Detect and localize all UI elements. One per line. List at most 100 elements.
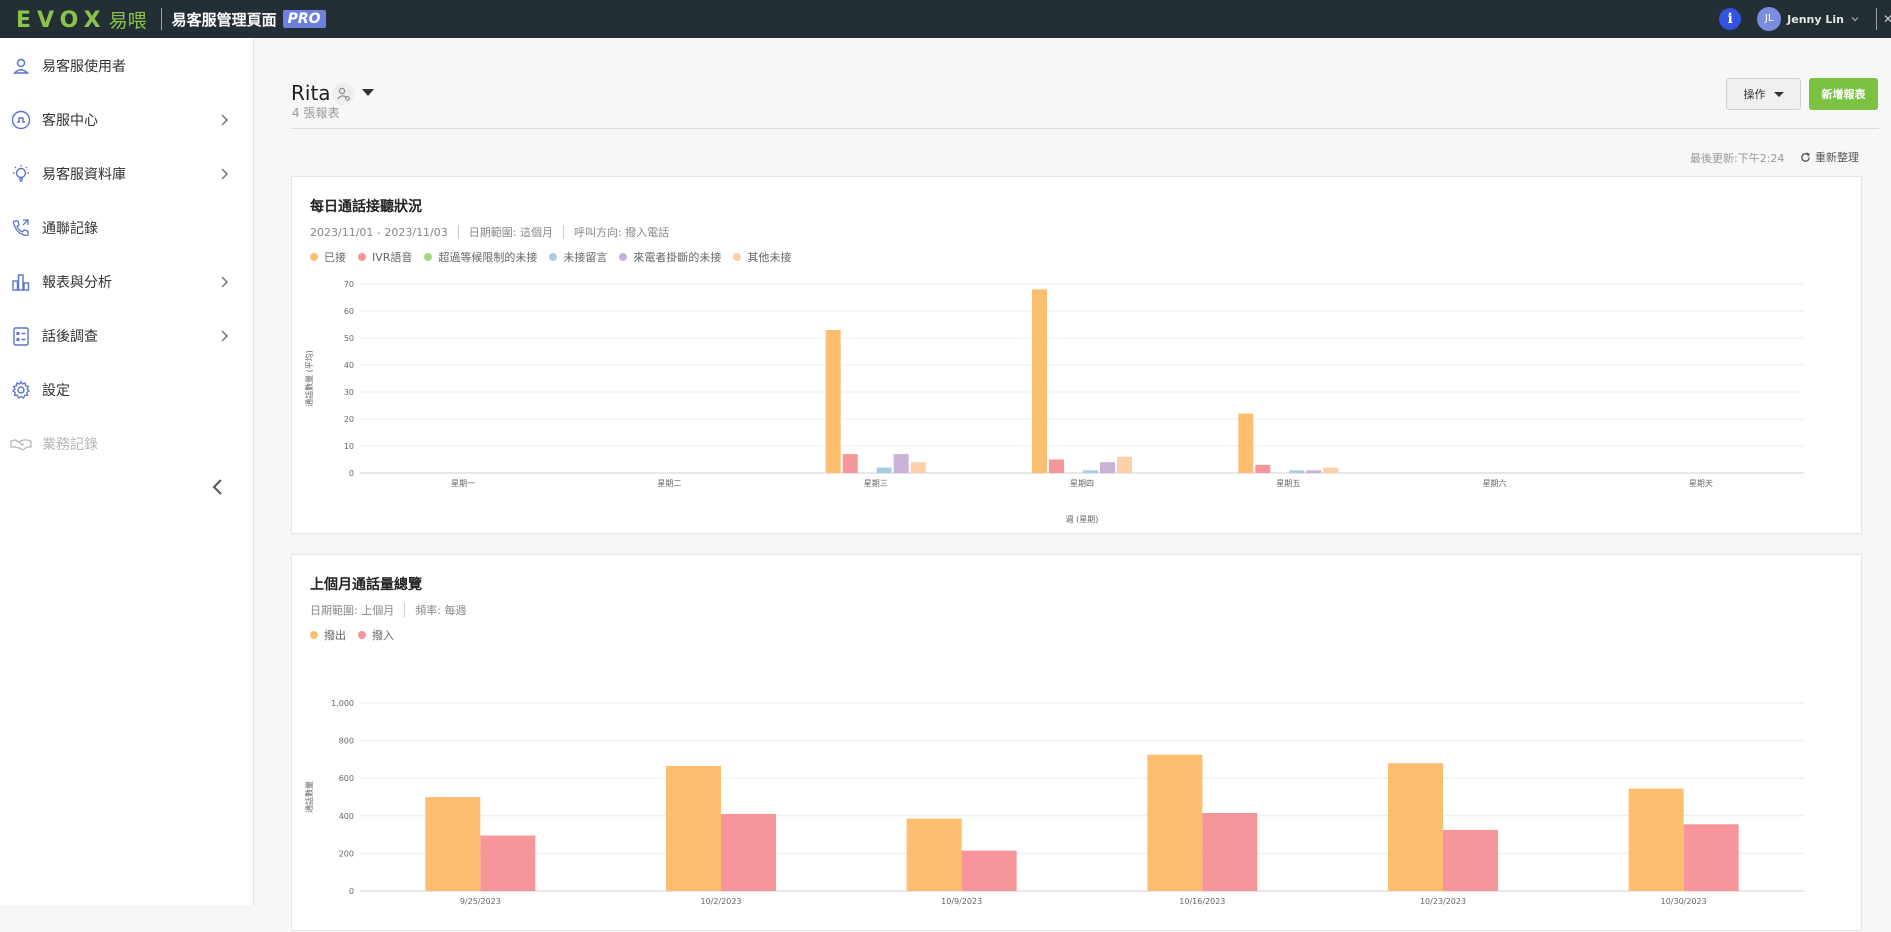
card-title: 上個月通話量總覽 <box>310 577 422 593</box>
bar[interactable] <box>1083 470 1098 473</box>
bar[interactable] <box>1049 459 1064 474</box>
caret-down-icon <box>1773 91 1784 97</box>
meta-separator <box>562 225 564 239</box>
x-tick-label: 星期一 <box>451 479 475 488</box>
sidebar-item-call-records[interactable]: 通聯記錄 <box>0 208 254 248</box>
bar[interactable] <box>1238 413 1254 473</box>
collapse-sidebar-icon[interactable] <box>210 476 226 498</box>
refresh-button[interactable]: 重新整理 <box>1800 149 1859 165</box>
sidebar-item-service-center[interactable]: 客服中心 <box>0 100 254 140</box>
sidebar-item-business-records[interactable]: 業務記錄 <box>0 424 254 464</box>
caret-down-icon[interactable] <box>362 89 374 96</box>
bar[interactable] <box>842 454 858 473</box>
bar[interactable] <box>1100 462 1115 473</box>
bar[interactable] <box>1683 824 1739 891</box>
legend-label: IVR語音 <box>372 251 413 264</box>
bar[interactable] <box>1388 763 1443 891</box>
lightbulb-icon <box>13 165 29 182</box>
phone-icon <box>12 219 29 237</box>
call-direction-label: 呼叫方向: 撥入電話 <box>573 226 670 239</box>
last-updated-text: 最後更新:下午2:24 <box>1690 152 1785 165</box>
bar[interactable] <box>1306 470 1322 473</box>
monthly-overview-chart: 0 200 400 600 800 1,000 通話數量 9/25/2023 10/2/2023… <box>304 699 1804 906</box>
bar[interactable] <box>1117 456 1132 473</box>
legend-item[interactable]: 撥出 <box>310 627 346 643</box>
user-icon <box>12 58 30 74</box>
logo-text: EVOX <box>16 7 107 33</box>
y-tick-label: 60 <box>344 307 354 316</box>
y-tick-label: 0 <box>349 887 354 896</box>
legend-item[interactable]: 已接 <box>310 249 346 265</box>
bar[interactable] <box>425 797 481 891</box>
topbar-right: i JL Jenny Lin ✕ <box>1719 0 1891 38</box>
sidebar-item-reports[interactable]: 報表與分析 <box>0 262 254 302</box>
sidebar-item-knowledge-base[interactable]: 易客服資料庫 <box>0 154 254 194</box>
avatar[interactable]: JL <box>1757 7 1782 31</box>
bar[interactable] <box>1255 464 1271 473</box>
refresh-icon <box>1801 151 1811 162</box>
bar[interactable] <box>825 329 841 473</box>
x-tick-label: 星期二 <box>657 479 681 488</box>
sidebar-item-label: 通聯記錄 <box>42 221 98 237</box>
bar[interactable] <box>876 467 892 473</box>
sidebar-item-settings[interactable]: 設定 <box>0 370 254 410</box>
legend-dot <box>619 253 628 261</box>
legend-dot <box>358 631 366 639</box>
bar[interactable] <box>1289 470 1305 473</box>
y-tick-label: 20 <box>344 415 354 424</box>
handshake-icon <box>10 439 32 451</box>
x-tick-label: 10/2/2023 <box>700 897 741 906</box>
headset-icon <box>11 110 31 130</box>
bar[interactable] <box>1032 289 1047 473</box>
y-tick-label: 30 <box>344 388 354 397</box>
legend-item[interactable]: 其他未接 <box>733 249 791 265</box>
bar[interactable] <box>1443 829 1498 891</box>
sidebar-item-users[interactable]: 易客服使用者 <box>0 46 254 86</box>
legend-item[interactable]: IVR語音 <box>358 249 412 265</box>
date-range-label: 日期範圍: 這個月 <box>468 226 553 239</box>
legend-item[interactable]: 未接留言 <box>549 249 607 265</box>
bar[interactable] <box>1628 788 1684 891</box>
topbar-divider-right <box>1876 8 1877 30</box>
bar[interactable] <box>1323 467 1339 473</box>
evox-logo[interactable]: EVOX 易喂 <box>16 6 147 33</box>
sidebar-item-label: 設定 <box>42 383 70 399</box>
top-bar: EVOX 易喂 易客服管理頁面 PRO i JL Jenny Lin ✕ <box>0 0 1891 38</box>
bar[interactable] <box>906 818 962 891</box>
bar[interactable] <box>910 462 926 473</box>
gear-icon <box>11 380 31 399</box>
legend-item[interactable]: 超過等候限制的未接 <box>424 249 537 265</box>
bar[interactable] <box>480 835 536 891</box>
legend-item[interactable]: 來電者掛斷的未接 <box>619 249 721 265</box>
y-tick-label: 1,000 <box>331 699 354 708</box>
legend-item[interactable]: 撥入 <box>358 627 394 643</box>
close-icon[interactable]: ✕ <box>1883 12 1891 26</box>
page-title: Rita <box>291 81 331 105</box>
x-axis-label: 週 (星期) <box>1066 515 1099 524</box>
logo-chinese-text: 易喂 <box>108 9 147 32</box>
bar[interactable] <box>893 454 909 473</box>
legend-label: 未接留言 <box>563 251 608 264</box>
legend-label: 撥入 <box>372 629 394 642</box>
new-report-button[interactable]: 新增報表 <box>1809 78 1878 110</box>
bar[interactable] <box>1147 754 1203 891</box>
y-tick-label: 0 <box>349 469 354 478</box>
chevron-right-icon <box>221 330 229 342</box>
bar[interactable] <box>721 813 776 891</box>
sidebar-item-survey[interactable]: 話後調查 <box>0 316 254 356</box>
bar[interactable] <box>666 765 721 891</box>
meta-separator <box>457 225 459 239</box>
bar[interactable] <box>1202 812 1258 891</box>
user-settings-icon[interactable] <box>332 83 354 105</box>
user-name[interactable]: Jenny Lin <box>1787 12 1844 26</box>
pro-badge: PRO <box>282 10 326 28</box>
info-icon[interactable]: i <box>1719 8 1742 30</box>
app-title: 易客服管理頁面 <box>171 10 277 29</box>
x-tick-label: 星期四 <box>1070 479 1094 488</box>
legend-dot <box>310 631 318 639</box>
chevron-right-icon <box>221 276 229 288</box>
chart-legend: 撥出 撥入 <box>310 627 394 643</box>
bar[interactable] <box>961 850 1017 891</box>
chevron-down-icon[interactable] <box>1850 14 1860 24</box>
actions-button[interactable]: 操作 <box>1726 78 1801 110</box>
